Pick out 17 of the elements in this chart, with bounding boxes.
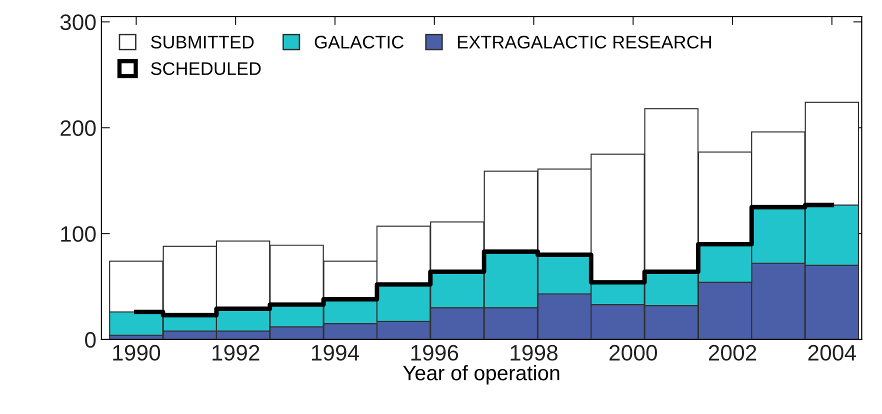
legend-label: SCHEDULED [151, 62, 261, 76]
x-tick-label: 1992 [212, 344, 260, 361]
legend-label: EXTRAGALACTIC RESEARCH [458, 36, 711, 49]
x-tick-label: 2004 [808, 344, 856, 361]
x-tick-label: 1994 [312, 344, 360, 361]
x-tick-label: 2002 [708, 344, 756, 361]
x-tick-label: 1998 [510, 344, 558, 361]
legend-label: GALACTIC [314, 36, 404, 49]
y-tick-label: 300 [60, 14, 96, 30]
y-tick-label: 100 [61, 226, 96, 242]
y-tick-label: 200 [60, 120, 96, 136]
x-tick-label: 1996 [411, 344, 458, 361]
y-tick-label: 0 [85, 332, 96, 348]
legend-label: SUBMITTED [151, 36, 254, 49]
x-tick-label: 1990 [113, 344, 160, 361]
x-tick-label: 2000 [610, 344, 657, 361]
x-axis-title: Year of operation [403, 365, 560, 384]
